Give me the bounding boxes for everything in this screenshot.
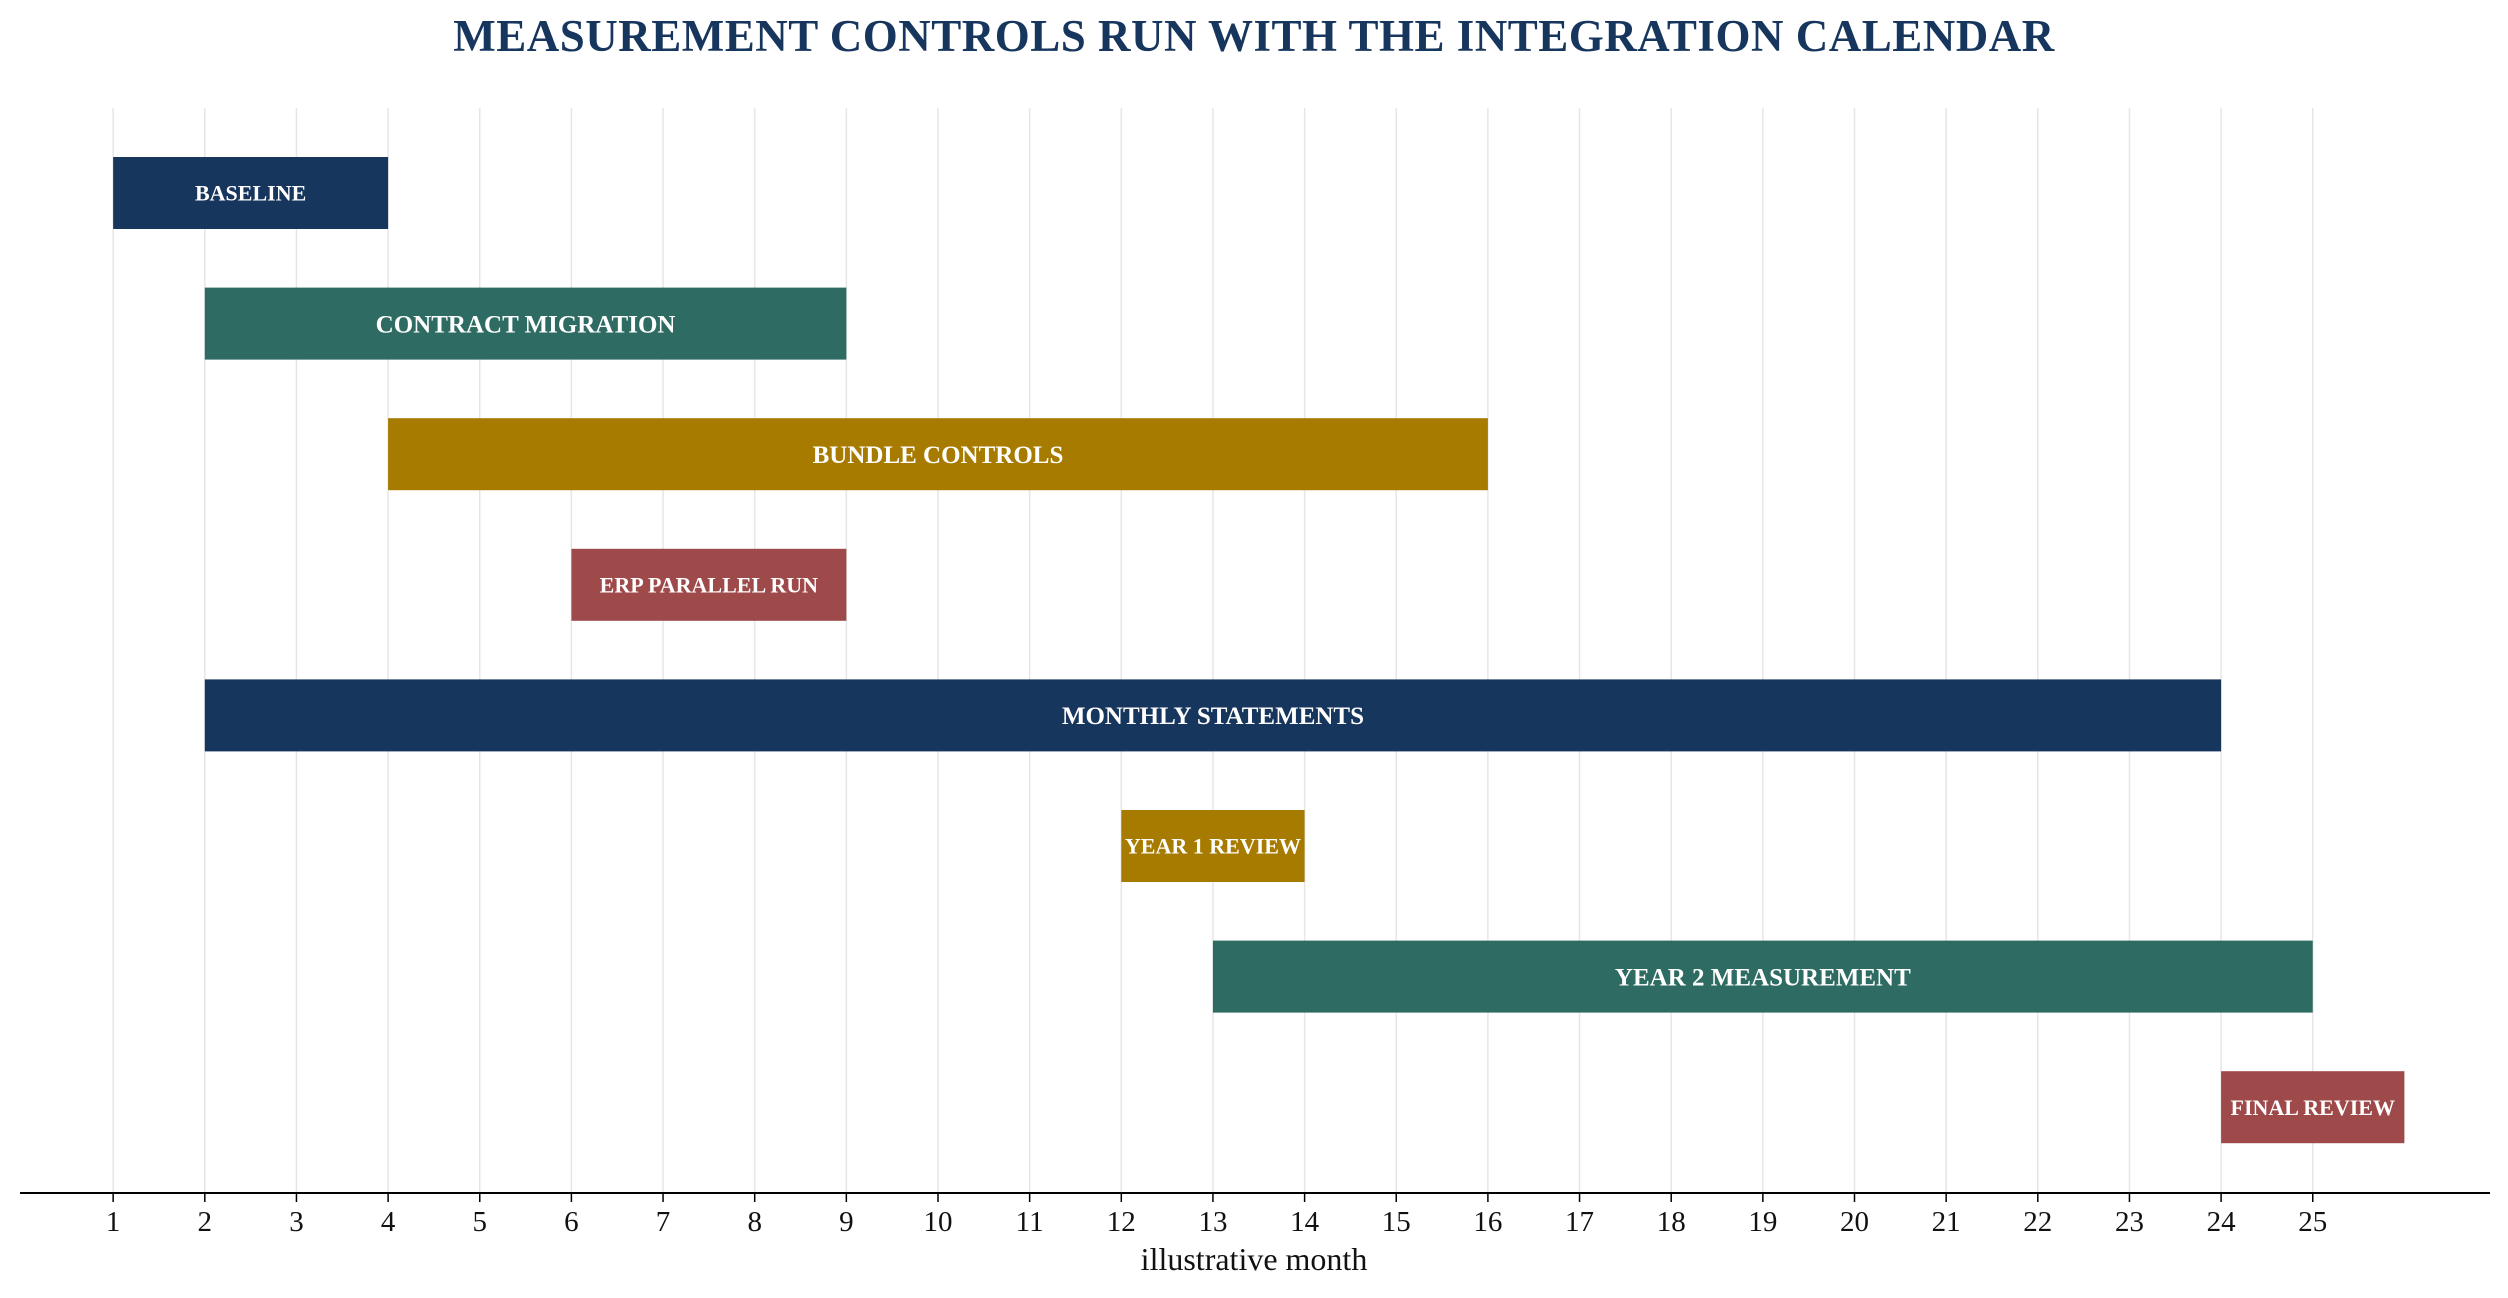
x-tick-label: 5 [473,1206,488,1238]
task-bar-label: ERP PARALLEL RUN [600,573,819,598]
x-tick-label: 1 [106,1206,121,1238]
x-tick-label: 4 [381,1206,396,1238]
x-tick-label: 18 [1657,1206,1686,1238]
task-bar-label: BUNDLE CONTROLS [813,442,1064,469]
x-tick-label: 7 [656,1206,671,1238]
task-bar [204,287,847,360]
task-bar-label: MONTHLY STATEMENTS [1062,703,1364,730]
task-bar [204,679,2222,752]
bars: BASELINE CONTRACT MIGRATION BUNDLE CONTROL… [113,157,2405,1144]
x-tick-label: 24 [2207,1206,2237,1238]
task-bar [1212,940,2313,1013]
x-tick-label: 13 [1198,1206,1227,1238]
task-bar [113,157,389,229]
x-tick-label: 6 [564,1206,579,1238]
task-bar [1121,810,1305,882]
x-axis: 1 2 3 4 5 6 7 8 9 10 11 12 13 14 15 16 17 18 19 20 21 22 23 24 2… [20,1192,2490,1238]
x-tick-label: 15 [1382,1206,1411,1238]
task-bar-label: YEAR 1 REVIEW [1125,834,1301,859]
x-tick-label: 14 [1290,1206,1320,1238]
gridlines [112,108,2314,1193]
task-bar-label: YEAR 2 MEASUREMENT [1615,964,1911,991]
task-bar [388,418,1488,491]
x-tick-label: 25 [2298,1206,2327,1238]
x-tick-label: 11 [1016,1206,1044,1238]
x-tick-label: 16 [1473,1206,1502,1238]
x-tick-label: 3 [289,1206,304,1238]
x-tick-label: 20 [1840,1206,1869,1238]
x-tick-label: 23 [2115,1206,2144,1238]
x-tick-label: 9 [839,1206,854,1238]
x-tick-label: 8 [747,1206,762,1238]
x-tick-label: 12 [1107,1206,1136,1238]
x-tick-label: 19 [1748,1206,1777,1238]
task-bar-label: BASELINE [195,181,306,206]
x-tick-label: 17 [1565,1206,1594,1238]
task-bar [571,548,847,621]
x-tick-label: 21 [1932,1206,1961,1238]
x-tick-label: 22 [2023,1206,2052,1238]
x-tick-label: 10 [924,1206,953,1238]
x-axis-title: illustrative month [1141,1241,1368,1277]
task-bar-label: FINAL REVIEW [2231,1095,2395,1120]
task-bar-label: CONTRACT MIGRATION [376,311,676,338]
x-tick-label: 2 [198,1206,213,1238]
task-bar [2221,1071,2405,1144]
chart-title: MEASUREMENT CONTROLS RUN WITH THE INTEGR… [453,11,2055,61]
